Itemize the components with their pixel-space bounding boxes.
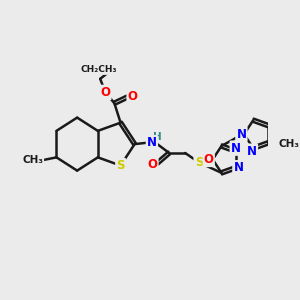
Text: S: S bbox=[116, 159, 125, 172]
Text: O: O bbox=[147, 158, 158, 171]
Text: O: O bbox=[128, 90, 138, 104]
Text: CH₂CH₃: CH₂CH₃ bbox=[81, 65, 117, 74]
Text: O: O bbox=[100, 86, 110, 99]
Text: CH₃: CH₃ bbox=[22, 155, 43, 165]
Text: N: N bbox=[233, 161, 243, 174]
Text: S: S bbox=[195, 156, 203, 169]
Text: N: N bbox=[231, 142, 241, 155]
Text: CH₃: CH₃ bbox=[279, 139, 300, 149]
Text: N: N bbox=[236, 128, 246, 141]
Text: N: N bbox=[147, 136, 157, 149]
Text: O: O bbox=[204, 153, 214, 166]
Text: N: N bbox=[247, 145, 257, 158]
Text: H: H bbox=[153, 132, 162, 142]
